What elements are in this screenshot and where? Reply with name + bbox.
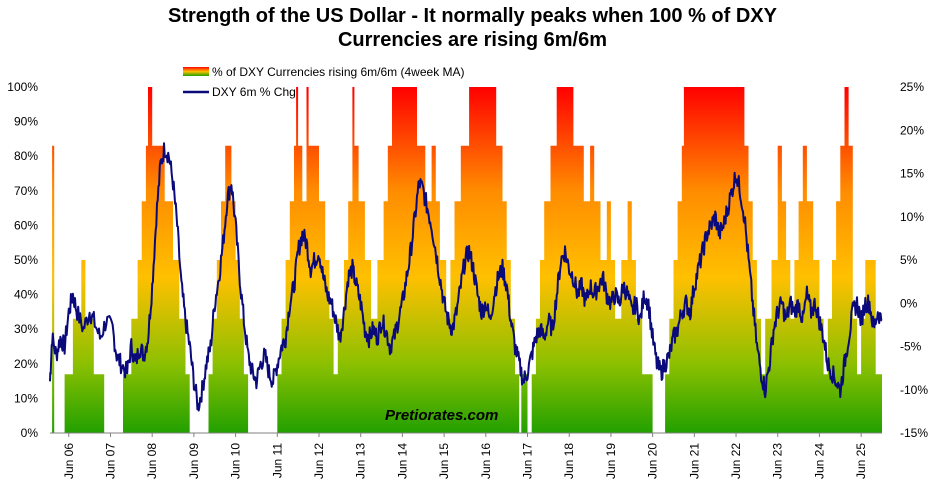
x-tick-label: Jun 15: [437, 443, 451, 479]
watermark-text: Pretiorates.com: [385, 407, 498, 424]
x-tick-label: Jun 22: [729, 443, 743, 479]
left-tick-label: 20%: [14, 357, 38, 371]
right-tick-label: 0%: [900, 296, 918, 310]
legend-swatch-area: [183, 67, 209, 76]
x-tick-label: Jun 16: [479, 443, 493, 479]
legend: % of DXY Currencies rising 6m/6m (4week …: [183, 65, 465, 99]
x-tick-label: Jun 23: [771, 443, 785, 479]
line-series-group: [49, 142, 883, 412]
x-tick-label: Jun 13: [354, 443, 368, 479]
right-tick-label: -10%: [900, 383, 928, 397]
left-tick-label: 40%: [14, 288, 38, 302]
x-tick-label: Jun 19: [604, 443, 618, 479]
left-y-axis: 0% 10% 20% 30% 40% 50% 60% 70% 80% 90% 100%: [7, 80, 38, 440]
left-tick-label: 50%: [14, 253, 38, 267]
x-tick-label: Jun 12: [312, 443, 326, 479]
x-tick-label: Jun 09: [187, 443, 201, 479]
right-tick-label: 15%: [900, 167, 924, 181]
x-tick-label: Jun 08: [145, 443, 159, 479]
x-axis: Jun 06 Jun 07 Jun 08 Jun 09 Jun 10 Jun 11 Jun …: [50, 432, 882, 479]
left-tick-label: 10%: [14, 391, 38, 405]
x-tick-label: Jun 10: [229, 443, 243, 479]
x-tick-label: Jun 24: [812, 443, 826, 479]
right-tick-label: -15%: [900, 426, 928, 440]
x-tick-label: Jun 14: [395, 443, 409, 479]
legend-label-area: % of DXY Currencies rising 6m/6m (4week …: [212, 65, 465, 79]
left-tick-label: 90%: [14, 115, 38, 129]
x-tick-label: Jun 18: [562, 443, 576, 479]
right-tick-label: 20%: [900, 123, 924, 137]
chart-title-line-1: Strength of the US Dollar - It normally …: [167, 5, 777, 27]
x-tick-label: Jun 21: [687, 443, 701, 479]
left-tick-label: 30%: [14, 322, 38, 336]
line-series-dxy-6m-chg: [49, 142, 883, 412]
legend-label-line: DXY 6m % Chg: [212, 85, 296, 99]
x-tick-label: Jun 07: [104, 443, 118, 479]
right-tick-label: 25%: [900, 80, 924, 94]
x-tick-label: Jun 20: [646, 443, 660, 479]
left-tick-label: 80%: [14, 149, 38, 163]
left-tick-label: 60%: [14, 218, 38, 232]
left-tick-label: 0%: [21, 426, 39, 440]
left-tick-label: 70%: [14, 184, 38, 198]
left-tick-label: 100%: [7, 80, 38, 94]
right-tick-label: 5%: [900, 253, 918, 267]
right-tick-label: 10%: [900, 210, 924, 224]
chart-title: Strength of the US Dollar - It normally …: [0, 4, 945, 52]
x-tick-label: Jun 17: [521, 443, 535, 479]
x-tick-label: Jun 25: [854, 443, 868, 479]
right-y-axis: -15% -10% -5% 0% 5% 10% 15% 20% 25%: [900, 80, 928, 440]
right-tick-label: -5%: [900, 340, 922, 354]
x-tick-label: Jun 06: [62, 443, 76, 479]
x-tick-label: Jun 11: [270, 443, 284, 478]
chart-title-line-2: Currencies are rising 6m/6m: [337, 29, 607, 51]
